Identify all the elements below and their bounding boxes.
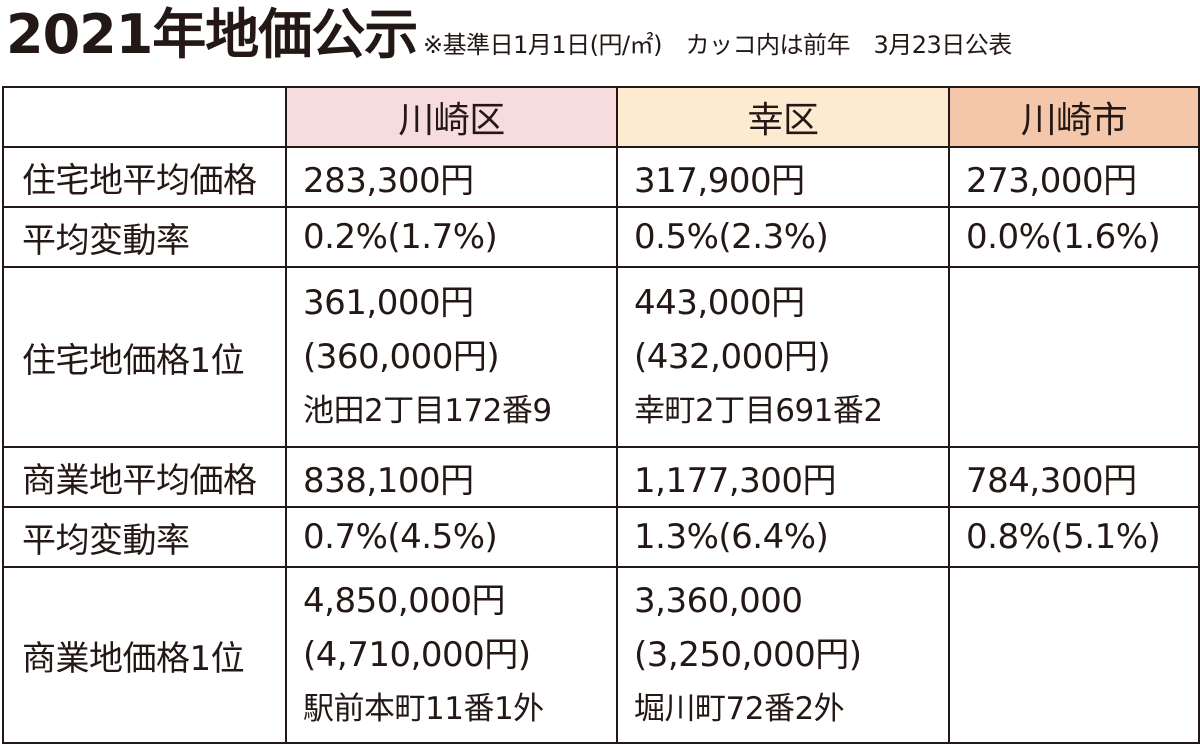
table-cell: 4,850,000円 (4,710,000円) 駅前本町11番1外: [285, 566, 618, 744]
table-cell: 0.7%(4.5%): [285, 506, 618, 568]
row-label: 住宅地平均価格: [2, 146, 287, 208]
row-label: 平均変動率: [2, 506, 287, 568]
table-cell: 3,360,000 (3,250,000円) 堀川町72番2外: [616, 566, 950, 744]
cell-location: 池田2丁目172番9: [303, 393, 552, 429]
table-cell: 283,300円: [285, 146, 618, 208]
table-cell: 1,177,300円: [616, 446, 950, 508]
table-row: 平均変動率 0.7%(4.5%) 1.3%(6.4%) 0.8%(5.1%): [2, 506, 1200, 568]
column-header-kawasaki-shi: 川崎市: [948, 86, 1200, 148]
cell-previous-price: (360,000円): [303, 337, 500, 377]
column-header-saiwai-ku: 幸区: [616, 86, 950, 148]
table-cell-empty: [948, 266, 1200, 448]
table-cell: 784,300円: [948, 446, 1200, 508]
cell-price: 3,360,000: [634, 581, 803, 621]
row-label: 平均変動率: [2, 206, 287, 268]
table-cell: 443,000円 (432,000円) 幸町2丁目691番2: [616, 266, 950, 448]
table-row: 商業地価格1位 4,850,000円 (4,710,000円) 駅前本町11番1…: [2, 566, 1200, 744]
table-header-row: 川崎区 幸区 川崎市: [2, 86, 1200, 148]
table-corner-cell: [2, 86, 287, 148]
table-cell-empty: [948, 566, 1200, 744]
table-row: 住宅地平均価格 283,300円 317,900円 273,000円: [2, 146, 1200, 208]
table-cell: 0.0%(1.6%): [948, 206, 1200, 268]
cell-previous-price: (4,710,000円): [303, 635, 531, 675]
header: 2021年地価公示 ※基準日1月1日(円/㎡) カッコ内は前年 3月23日公表: [0, 0, 1200, 84]
table-cell: 0.8%(5.1%): [948, 506, 1200, 568]
cell-previous-price: (3,250,000円): [634, 635, 862, 675]
table-cell: 0.5%(2.3%): [616, 206, 950, 268]
table-row: 平均変動率 0.2%(1.7%) 0.5%(2.3%) 0.0%(1.6%): [2, 206, 1200, 268]
table-cell: 273,000円: [948, 146, 1200, 208]
cell-price: 443,000円: [634, 283, 805, 323]
table-cell: 0.2%(1.7%): [285, 206, 618, 268]
cell-location: 幸町2丁目691番2: [634, 393, 883, 429]
cell-location: 駅前本町11番1外: [303, 691, 544, 727]
page-title: 2021年地価公示: [6, 3, 418, 66]
row-label: 住宅地価格1位: [2, 266, 287, 448]
cell-price: 4,850,000円: [303, 581, 506, 621]
table-row: 商業地平均価格 838,100円 1,177,300円 784,300円: [2, 446, 1200, 508]
land-price-table: 川崎区 幸区 川崎市 住宅地平均価格 283,300円 317,900円 273…: [2, 86, 1200, 744]
row-label: 商業地平均価格: [2, 446, 287, 508]
cell-previous-price: (432,000円): [634, 337, 831, 377]
table-cell: 1.3%(6.4%): [616, 506, 950, 568]
table-cell: 838,100円: [285, 446, 618, 508]
row-label: 商業地価格1位: [2, 566, 287, 744]
column-header-kawasaki-ku: 川崎区: [285, 86, 618, 148]
cell-location: 堀川町72番2外: [634, 691, 845, 727]
table-cell: 317,900円: [616, 146, 950, 208]
page-subtitle: ※基準日1月1日(円/㎡) カッコ内は前年 3月23日公表: [423, 31, 1012, 59]
table-row: 住宅地価格1位 361,000円 (360,000円) 池田2丁目172番9 4…: [2, 266, 1200, 448]
cell-price: 361,000円: [303, 283, 474, 323]
table-cell: 361,000円 (360,000円) 池田2丁目172番9: [285, 266, 618, 448]
